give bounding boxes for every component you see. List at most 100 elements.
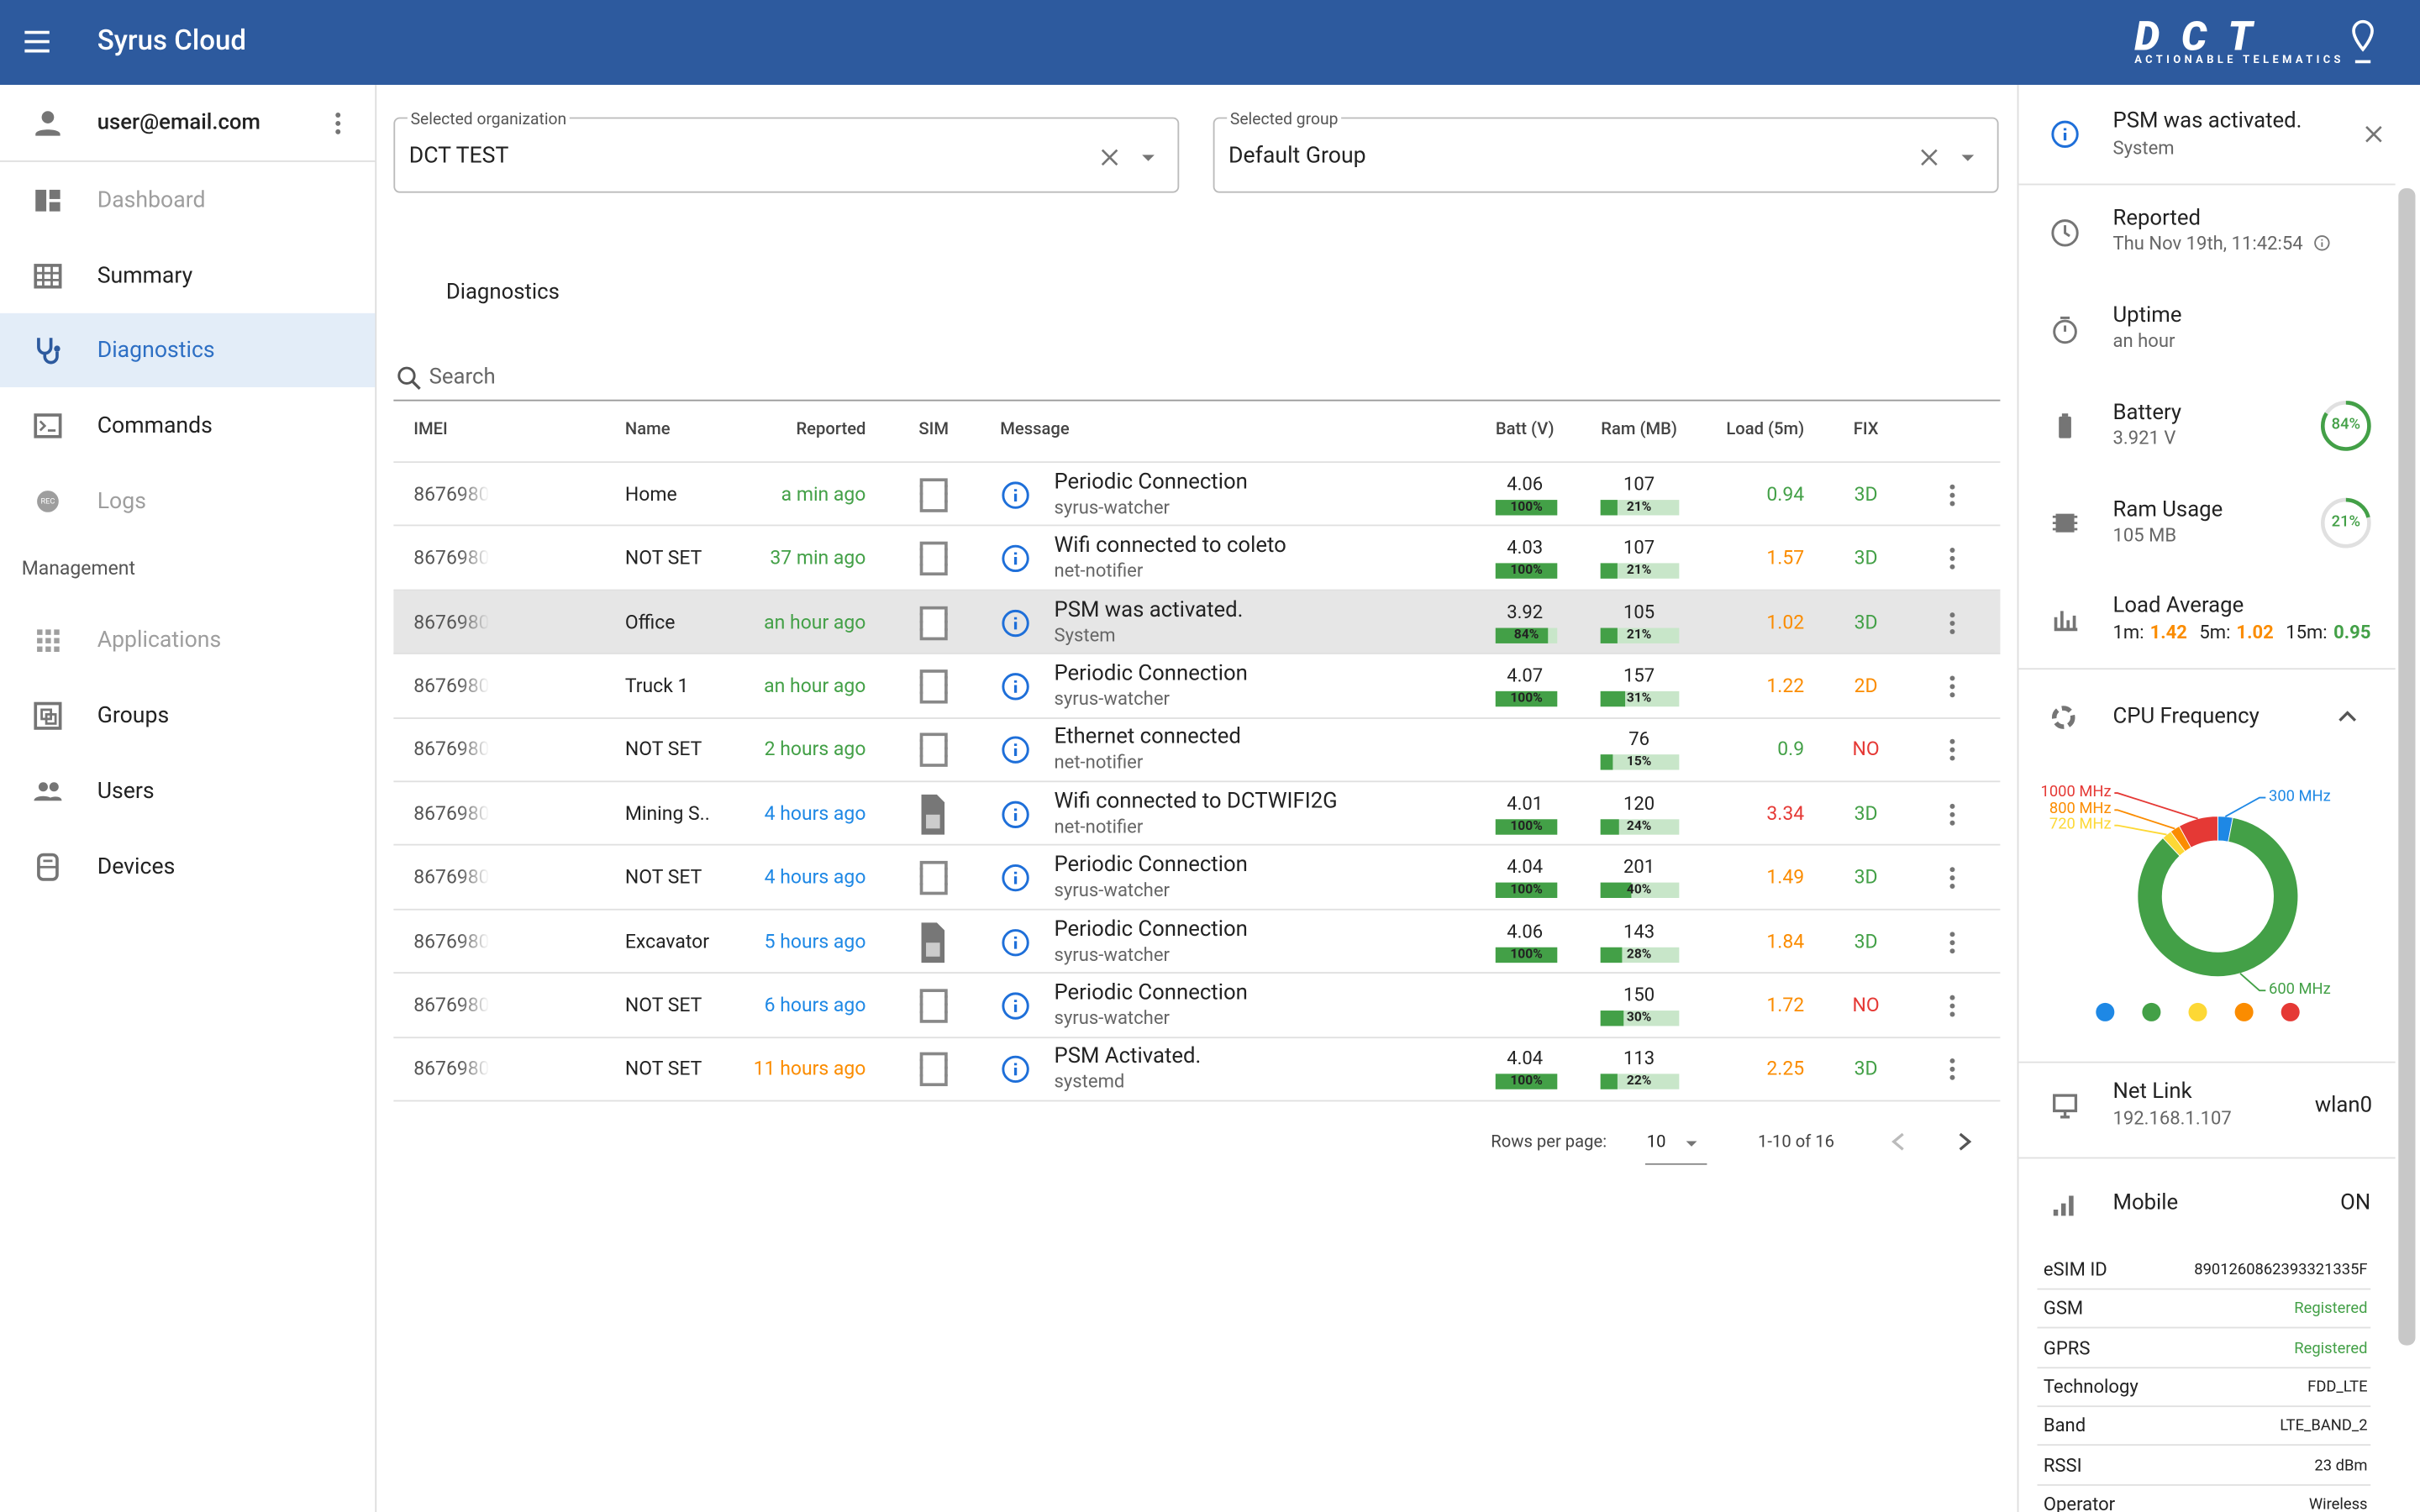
row-menu[interactable] [1939,609,1966,637]
sim-chip [919,1053,948,1087]
row-menu[interactable] [1939,928,1966,956]
filter-field[interactable] [1213,117,1999,193]
ram-pct: 21% [1626,563,1652,579]
load: 1.49 [1766,866,1805,890]
table-row[interactable] [393,846,2001,911]
filter-dropdown[interactable] [1136,145,1160,170]
battery-bar [1495,499,1558,515]
table-row[interactable] [393,782,2001,847]
reported: 37 min ago [770,547,866,570]
legend-dot[interactable] [2188,1002,2207,1021]
table-row[interactable] [393,974,2001,1038]
table-row[interactable] [393,591,2001,655]
ram-pct: 30% [1626,1010,1652,1026]
fix: 3D [1854,547,1878,570]
message-info [1002,672,1029,701]
mobile-value: LTE_BAND_2 [2280,1418,2368,1436]
fix: NO [1852,738,1880,762]
row-menu[interactable] [1939,992,1966,1020]
nav-item: Logs [97,487,146,515]
device-name: NOT SET [624,866,702,890]
message-source: syrus-watcher [1054,1006,1170,1029]
prev-page[interactable] [1887,1131,1909,1152]
ram-bar [1600,754,1612,771]
rows-dropdown[interactable] [1681,1132,1702,1154]
row-menu[interactable] [1939,480,1966,508]
nav-item[interactable]: Commands [97,412,213,439]
rows-per-page[interactable]: 10 [1646,1131,1666,1152]
message-source: syrus-watcher [1054,687,1170,710]
table-row[interactable] [393,910,2001,974]
ram-mb: 76 [1628,728,1650,750]
row-menu[interactable] [1939,673,1966,701]
legend-dot[interactable] [2234,1002,2254,1021]
load: 1.84 [1766,930,1805,954]
table-row[interactable] [393,527,2001,591]
load-label: 15m: [2286,621,2328,643]
nav-item[interactable]: Diagnostics [97,336,215,364]
user-email: user@email.com [97,110,260,135]
table-row[interactable] [393,718,2001,783]
search-underline [393,399,2001,402]
filter-clear[interactable] [1097,145,1122,170]
header-divider [393,461,2001,464]
usage-ring [2320,497,2371,549]
notification-subtitle: System [2112,137,2175,159]
mobile-key: eSIM ID [2043,1258,2107,1281]
sim-chip [919,605,948,640]
ram-bar [1600,946,1623,963]
legend-dot[interactable] [2142,1002,2161,1021]
load: 3.34 [1766,802,1805,826]
mobile-key: RSSI [2043,1453,2082,1476]
nav-icon [37,338,60,365]
nav-item[interactable]: Users [97,778,155,805]
scrollbar [2398,188,2416,1346]
nav-active-bg [0,312,376,388]
ram-bar [1600,563,1618,579]
filter-clear[interactable] [1917,145,1941,170]
message: PSM Activated. [1054,1044,1202,1069]
legend-dot[interactable] [2096,1002,2115,1021]
mobile-row-divider [2037,1405,2371,1407]
message-info [1002,864,1029,892]
nav-icon [37,629,60,653]
donut-label: 1000 MHz [2040,784,2112,801]
mobile-icon [2053,1195,2074,1216]
donut-leader [2114,809,2175,830]
reported: 4 hours ago [764,802,866,826]
table-row[interactable] [393,1037,2001,1102]
table-row[interactable] [393,463,2001,528]
notification-title: PSM was activated. [2112,108,2302,134]
nav-item[interactable]: Groups [97,702,170,729]
row-menu[interactable] [1939,864,1966,892]
filter-value: Default Group [1228,142,1366,169]
legend-dot[interactable] [2281,1002,2300,1021]
battery-voltage: 4.06 [1507,920,1544,942]
cpu-collapse[interactable] [2337,708,2359,723]
nav-item[interactable]: Summary [97,262,193,290]
filter-dropdown[interactable] [1955,145,1980,170]
row-menu[interactable] [1939,545,1966,573]
ram-bar-bg [1600,1074,1680,1090]
load-value: 0.95 [2333,621,2371,643]
user-menu[interactable] [324,109,352,137]
panel [2017,85,2420,1512]
mobile-value: FDD_LTE [2307,1378,2368,1397]
load-value: 1.02 [2236,621,2274,643]
row-menu[interactable] [1939,737,1966,764]
donut-leader [2114,792,2198,820]
search-input[interactable]: Search [429,365,496,390]
tab: Diagnostics [445,280,560,305]
filter-field[interactable] [393,117,1180,193]
next-page[interactable] [1954,1131,1975,1152]
table-row[interactable] [393,654,2001,719]
message-info [1002,928,1029,956]
menu-button[interactable] [24,28,51,55]
notification-close[interactable] [2361,122,2386,146]
ram-bar-bg [1600,499,1680,515]
nav-item[interactable]: Devices [97,853,176,880]
row-menu[interactable] [1939,1056,1966,1084]
row-menu[interactable] [1939,801,1966,828]
ring-progress [2320,497,2371,549]
